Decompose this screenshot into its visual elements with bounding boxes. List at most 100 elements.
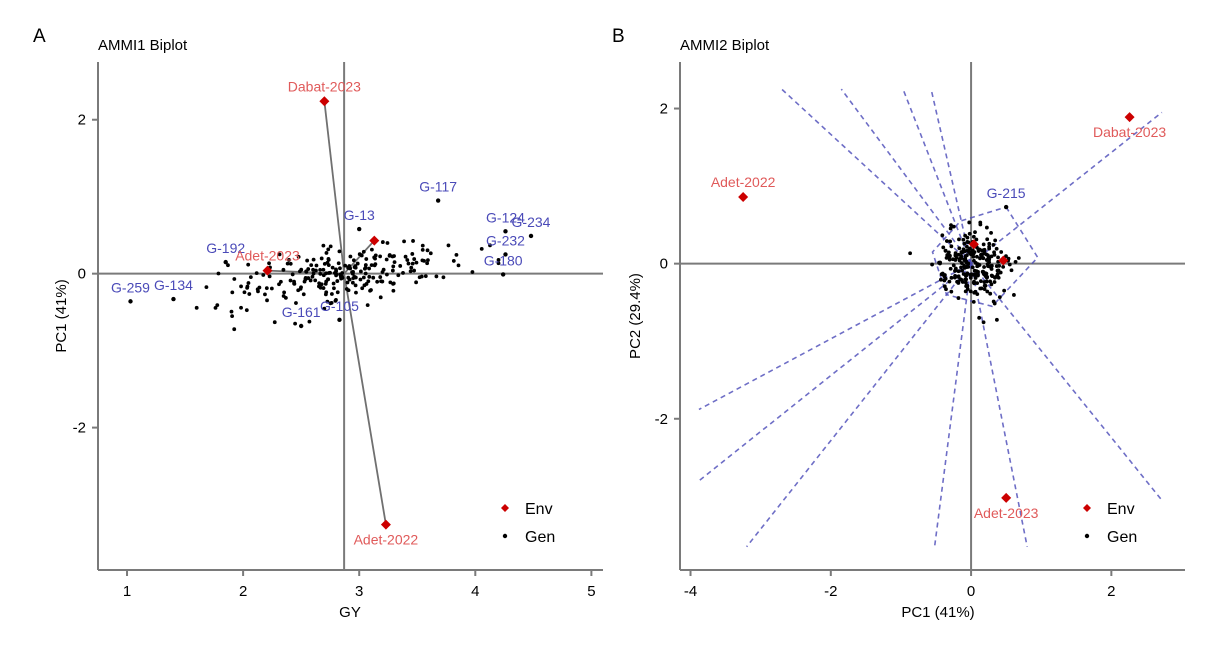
genotype-point bbox=[451, 259, 456, 263]
genotype-point bbox=[369, 263, 374, 268]
x-tick-label: -4 bbox=[684, 583, 697, 600]
genotype-point bbox=[978, 286, 983, 291]
genotype-point bbox=[971, 299, 976, 304]
genotype-point bbox=[965, 287, 970, 291]
sector-ray bbox=[746, 263, 972, 548]
y-tick-label: 2 bbox=[78, 112, 86, 129]
genotype-point bbox=[365, 303, 370, 308]
genotype-point bbox=[248, 275, 253, 280]
genotype-point bbox=[128, 299, 133, 304]
genotype-point bbox=[470, 270, 475, 274]
genotype-point bbox=[503, 229, 508, 234]
genotype-point bbox=[335, 290, 340, 295]
genotype-point bbox=[314, 263, 319, 268]
genotype-point bbox=[964, 280, 968, 285]
genotype-point bbox=[968, 252, 973, 256]
x-tick-label: -2 bbox=[824, 583, 837, 600]
genotype-point bbox=[981, 320, 986, 325]
genotype-point bbox=[357, 226, 362, 232]
environment-point bbox=[262, 265, 273, 276]
genotype-point bbox=[322, 306, 327, 311]
genotype-point bbox=[267, 261, 271, 266]
genotype-point bbox=[204, 285, 209, 290]
genotype-point bbox=[969, 272, 974, 277]
genotype-label: G-105 bbox=[320, 298, 359, 314]
genotype-point bbox=[343, 263, 348, 268]
genotype-point bbox=[388, 280, 393, 285]
genotype-point bbox=[358, 269, 363, 274]
genotype-point bbox=[989, 254, 994, 259]
genotype-point bbox=[324, 290, 329, 295]
sector-ray bbox=[698, 262, 972, 411]
environment-label: Adet-2022 bbox=[354, 532, 419, 548]
genotype-point bbox=[422, 258, 426, 263]
genotype-point bbox=[281, 267, 286, 272]
genotype-point bbox=[989, 230, 993, 235]
sector-ray bbox=[902, 88, 972, 264]
genotype-point bbox=[985, 237, 990, 242]
genotype-point bbox=[948, 226, 953, 231]
environment-label: Adet-2022 bbox=[711, 174, 776, 190]
genotype-point bbox=[930, 262, 934, 267]
panel-b: B AMMI2 Biplot -4 -2 0 2 -2 0 2 G-215 Dabat-2023… bbox=[612, 26, 1185, 621]
genotype-point bbox=[385, 241, 390, 245]
genotype-label: G-13 bbox=[344, 207, 375, 223]
genotype-point bbox=[446, 243, 451, 248]
panel-a: A AMMI1 Biplot 1 2 3 4 5 -2 0 2 G-259 G-134 G-192 G… bbox=[33, 26, 603, 621]
genotype-point bbox=[332, 271, 337, 275]
genotype-point bbox=[230, 290, 235, 295]
environment-point bbox=[1124, 112, 1135, 123]
genotype-point bbox=[254, 271, 259, 275]
genotype-label: G-134 bbox=[154, 277, 193, 293]
genotype-point bbox=[528, 233, 534, 239]
genotype-point bbox=[949, 289, 954, 294]
genotype-point bbox=[947, 257, 952, 262]
genotype-point bbox=[995, 268, 1000, 273]
genotype-point bbox=[971, 234, 976, 239]
genotype-point bbox=[294, 301, 298, 305]
genotype-point bbox=[308, 278, 313, 283]
legend-label: Gen bbox=[525, 529, 555, 546]
genotype-point bbox=[319, 256, 324, 261]
genotype-point bbox=[908, 251, 913, 256]
genotype-point bbox=[428, 251, 433, 256]
genotype-point bbox=[310, 274, 315, 279]
genotype-point bbox=[309, 263, 314, 267]
x-tick-label: 4 bbox=[471, 583, 479, 600]
genotype-point bbox=[990, 274, 995, 278]
genotype-point bbox=[939, 272, 944, 277]
genotype-point bbox=[326, 257, 331, 262]
genotype-point bbox=[412, 257, 417, 261]
genotype-point bbox=[361, 275, 366, 280]
genotype-point bbox=[346, 275, 351, 280]
genotype-point bbox=[305, 258, 310, 263]
genotype-point bbox=[360, 286, 365, 291]
x-tick-label: 3 bbox=[355, 583, 363, 600]
genotype-point bbox=[329, 300, 334, 305]
genotype-point bbox=[246, 281, 251, 285]
genotype-point bbox=[406, 261, 411, 266]
genotype-point bbox=[944, 239, 949, 243]
genotype-point bbox=[434, 274, 439, 279]
genotype-point bbox=[953, 251, 958, 256]
genotype-point bbox=[402, 239, 406, 244]
genotype-point bbox=[953, 275, 957, 280]
genotype-point bbox=[293, 321, 298, 326]
genotype-point bbox=[351, 258, 356, 263]
legend-env-symbol bbox=[501, 504, 509, 512]
genotype-point bbox=[970, 248, 975, 253]
genotype-point bbox=[267, 274, 272, 279]
genotype-point bbox=[959, 250, 964, 255]
genotype-point bbox=[288, 261, 293, 266]
genotype-point bbox=[960, 268, 965, 273]
genotype-point bbox=[215, 303, 220, 308]
genotype-point bbox=[949, 275, 954, 280]
genotype-point bbox=[973, 230, 977, 235]
genotype-point bbox=[954, 256, 959, 260]
genotype-point bbox=[966, 240, 971, 245]
genotype-point bbox=[379, 279, 383, 284]
genotype-point bbox=[993, 275, 997, 280]
genotype-point bbox=[372, 263, 377, 268]
genotype-point bbox=[974, 237, 979, 242]
genotype-point bbox=[261, 273, 266, 277]
